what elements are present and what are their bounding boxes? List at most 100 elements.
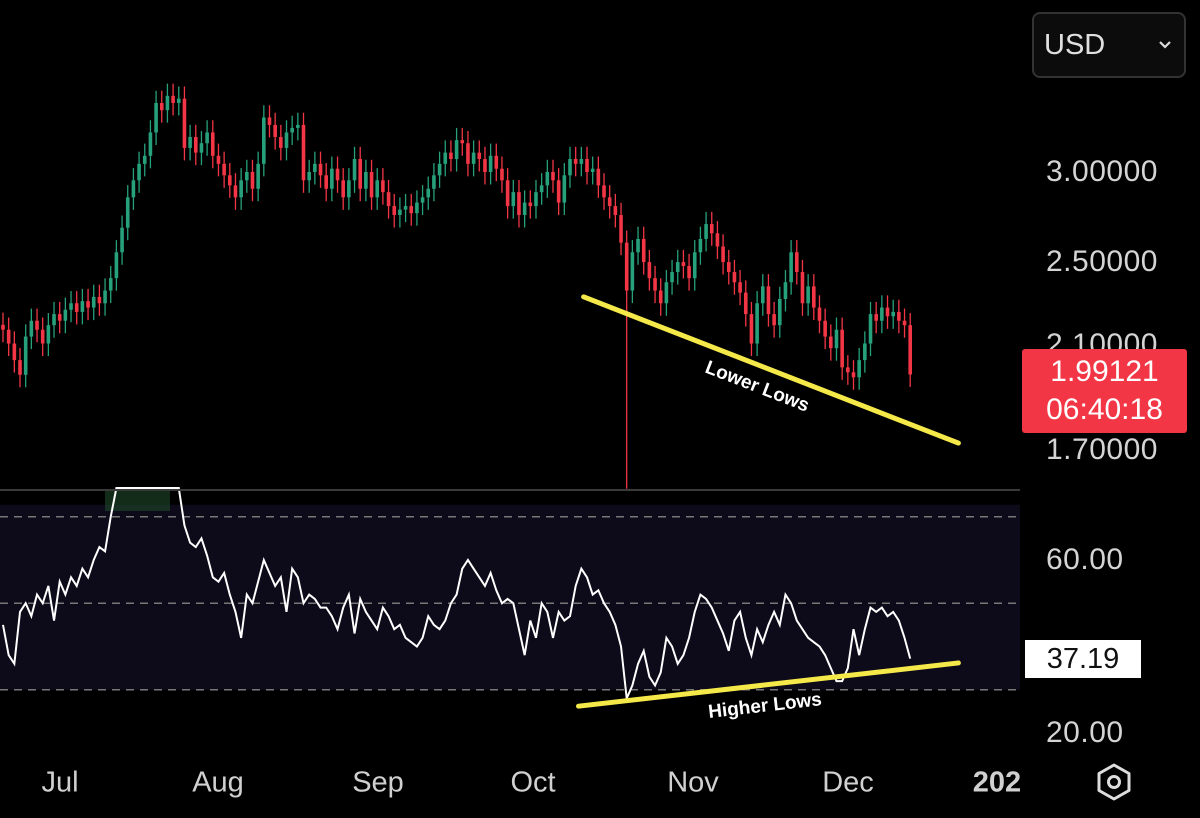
candle-up — [454, 140, 459, 159]
candle-down — [182, 98, 187, 148]
candle-down — [732, 272, 737, 283]
candle-down — [324, 175, 328, 189]
candle-down — [721, 246, 725, 263]
candle-down — [228, 175, 232, 186]
candle-down — [86, 301, 90, 308]
candle-down — [851, 372, 856, 378]
candle-down — [483, 158, 487, 172]
candle-down — [171, 95, 175, 103]
candle-down — [449, 152, 453, 159]
candle-down — [233, 185, 238, 198]
price-axis-label: 1.70000 — [1046, 433, 1158, 466]
candle-down — [653, 278, 657, 291]
candle-down — [596, 168, 601, 186]
candle-down — [12, 343, 17, 361]
candle-up — [432, 175, 436, 189]
candle-down — [840, 329, 844, 368]
price-chart[interactable]: Lower Lows Higher Lows — [0, 0, 1020, 818]
candle-up — [29, 320, 34, 337]
candle-down — [658, 290, 663, 304]
candle-up — [188, 137, 192, 148]
candle-up — [891, 311, 895, 317]
candle-down — [358, 158, 363, 189]
candle-down — [210, 132, 215, 156]
candle-down — [222, 163, 226, 176]
settings-icon[interactable] — [1094, 762, 1134, 802]
candle-up — [692, 252, 697, 279]
candle-up — [165, 95, 170, 111]
candle-down — [613, 206, 618, 215]
candle-down — [460, 140, 465, 144]
candle-up — [880, 307, 884, 321]
candle-up — [91, 296, 96, 308]
candle-up — [545, 172, 550, 186]
candle-up — [539, 185, 544, 193]
candle-down — [159, 102, 164, 111]
rsi-current-badge: 37.19 — [1025, 640, 1141, 678]
candle-up — [806, 286, 810, 304]
candle-down — [35, 320, 39, 330]
candle-up — [664, 282, 669, 304]
candle-down — [647, 262, 652, 279]
candle-up — [199, 143, 204, 153]
price-axis-label: 2.50000 — [1046, 245, 1158, 278]
candle-up — [636, 238, 640, 253]
candle-down — [505, 180, 510, 207]
candle-down — [715, 233, 720, 247]
rsi-overbought-fill — [105, 491, 170, 511]
candle-down — [619, 214, 623, 243]
candle-down — [500, 168, 504, 181]
candle-down — [772, 314, 776, 326]
price-axis-label: 3.00000 — [1046, 155, 1158, 188]
candle-down — [897, 311, 901, 321]
rsi-line — [2, 487, 912, 703]
candle-up — [142, 155, 147, 164]
rsi-axis-label: 20.00 — [1046, 716, 1124, 749]
candle-down — [528, 202, 533, 207]
x-tick-label: Sep — [352, 766, 404, 799]
candle-down — [641, 238, 646, 263]
candle-down — [369, 172, 374, 198]
candle-down — [908, 325, 912, 375]
candle-down — [267, 117, 272, 125]
candle-up — [176, 98, 181, 103]
candle-down — [494, 155, 499, 169]
candle-up — [352, 158, 357, 181]
candle-down — [607, 197, 612, 207]
candle-up — [443, 152, 448, 164]
higher-lows-trendline[interactable] — [576, 660, 961, 709]
x-tick-label: Jul — [41, 766, 79, 799]
rsi-axis-label: 60.00 — [1046, 543, 1124, 576]
candle-up — [562, 175, 567, 203]
candle-down — [573, 158, 578, 164]
current-price: 1.99121 — [1050, 355, 1159, 388]
higher-lows-label: Higher Lows — [707, 689, 823, 723]
candle-up — [296, 124, 300, 128]
candle-up — [262, 117, 266, 164]
candle-up — [868, 314, 873, 344]
candle-up — [313, 163, 317, 172]
candle-up — [857, 360, 861, 378]
candle-up — [120, 227, 124, 253]
currency-dropdown[interactable]: USD — [1032, 12, 1186, 78]
candle-up — [590, 168, 595, 172]
rsi-series-line — [2, 487, 912, 703]
candle-up — [290, 127, 294, 133]
candle-up — [284, 132, 289, 148]
candle-up — [256, 163, 260, 189]
candle-up — [511, 192, 516, 207]
candle-down — [301, 124, 306, 181]
candle-up — [579, 158, 584, 164]
candle-up — [114, 252, 119, 279]
candle-down — [57, 314, 62, 321]
candle-down — [709, 224, 714, 234]
candle-down — [681, 262, 686, 267]
lower-lows-trendline[interactable] — [581, 294, 961, 446]
candle-down — [193, 137, 198, 153]
candle-down — [318, 163, 323, 176]
candle-up — [755, 303, 759, 344]
candle-up — [63, 309, 68, 321]
candle-up — [375, 180, 380, 198]
candle-down — [902, 320, 907, 326]
candle-up — [777, 298, 782, 326]
